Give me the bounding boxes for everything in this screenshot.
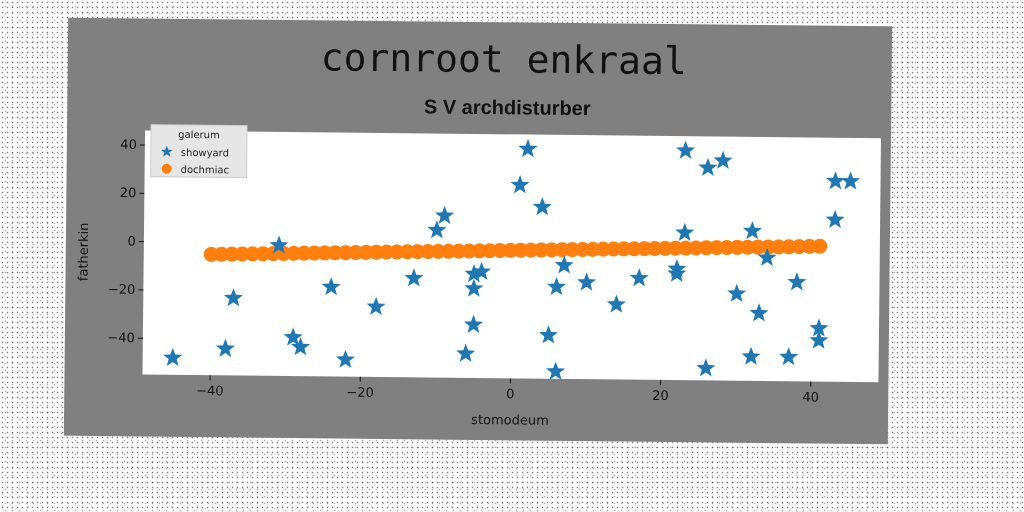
chart-subtitle: S V archdisturber [424,96,591,120]
legend-box [150,124,248,179]
legend-label-dochmiac: dochmiac [181,165,230,177]
data-point-showyard [629,268,649,287]
data-point-showyard [727,283,747,302]
data-point-showyard [518,139,538,158]
legend-label-showyard: showyard [181,148,229,160]
data-point-showyard [427,220,447,239]
data-point-showyard [464,264,484,283]
data-point-showyard [538,325,559,344]
data-point-showyard [698,157,718,176]
x-tick-label: −20 [346,386,374,401]
data-point-showyard [291,337,311,356]
data-point-dochmiac [812,238,828,254]
data-point-showyard [366,296,386,316]
data-point-showyard [269,235,289,254]
data-point-showyard [435,205,455,224]
y-tick-label: 20 [120,186,137,201]
y-tick-label: 0 [128,234,136,249]
legend: galerum showyard dochmiac [150,124,248,179]
x-tick-label: 0 [506,387,514,402]
data-point-showyard [215,338,235,357]
data-point-showyard [606,294,626,313]
x-axis-label: stomodeum [471,413,549,429]
data-point-showyard [809,318,829,337]
data-point-showyard [532,197,552,216]
data-point-showyard [456,343,476,362]
data-point-showyard [809,330,829,349]
data-point-showyard [749,303,769,322]
series-showyard [163,139,861,380]
data-point-showyard [742,221,762,240]
data-point-showyard [510,175,530,194]
y-tick-label: 40 [120,138,137,153]
data-point-showyard [554,255,574,274]
data-point-showyard [667,263,687,282]
data-point-showyard [825,209,845,229]
data-point-showyard [757,247,777,266]
data-point-showyard [472,261,492,280]
data-point-showyard [787,272,807,291]
scatter-chart: cornroot enkraal S V archdisturber −40 −2… [76,35,881,429]
y-axis-label: fatherkin [76,222,92,281]
x-tick-label: 20 [652,389,669,404]
x-tick-label: 40 [802,390,819,405]
data-point-showyard [826,171,846,190]
y-axis: −40 −20 0 20 40 [107,138,145,346]
data-point-showyard [223,288,243,307]
chart-title: cornroot enkraal [321,35,687,83]
x-tick-label: −40 [196,384,224,399]
chart-figure: cornroot enkraal S V archdisturber −40 −2… [63,17,893,445]
data-point-showyard [163,347,183,367]
star-marker-icon [161,145,173,157]
data-point-showyard [404,268,424,287]
data-point-showyard [741,346,761,365]
legend-title: galerum [178,130,220,141]
data-point-showyard [321,277,341,296]
data-point-showyard [577,272,597,291]
y-tick-label: −20 [108,283,136,298]
data-point-showyard [464,278,484,297]
legend-marker-dochmiac [161,163,172,174]
data-point-showyard [779,347,799,366]
data-point-showyard [283,327,303,346]
data-point-showyard [546,361,566,380]
data-point-showyard [713,150,733,169]
data-point-showyard [547,277,567,296]
data-point-showyard [675,222,695,241]
series-dochmiac [203,238,828,262]
data-point-showyard [335,349,355,368]
x-axis: −40 −20 0 20 40 [196,375,819,406]
legend-marker-showyard [161,145,173,157]
data-point-showyard [676,140,696,159]
y-tick-label: −40 [107,331,135,346]
data-point-showyard [463,314,484,333]
data-point-showyard [841,171,861,190]
data-point-showyard [696,358,716,377]
